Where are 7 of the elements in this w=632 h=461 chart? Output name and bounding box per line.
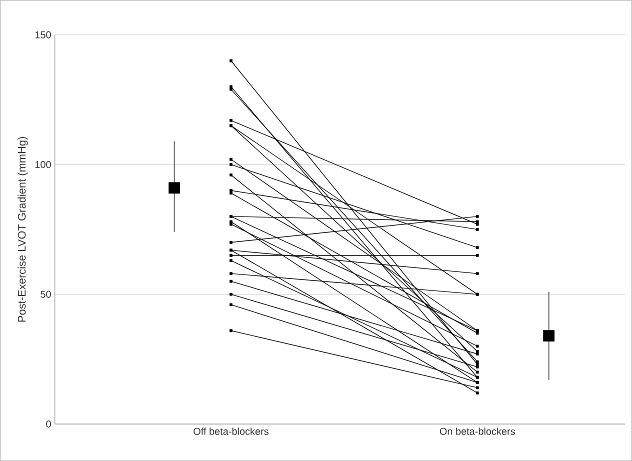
y-tick-label: 0 <box>46 420 51 428</box>
x-tick-label: On beta-blockers <box>440 428 515 435</box>
x-tick-label: Off beta-blockers <box>194 428 268 435</box>
y-tick-label: 100 <box>35 161 51 168</box>
y-axis-title: Post-Exercise LVOT Gradient (mmHg) <box>18 137 28 322</box>
y-tick-label: 150 <box>35 31 51 38</box>
y-tick-label: 50 <box>40 290 51 298</box>
